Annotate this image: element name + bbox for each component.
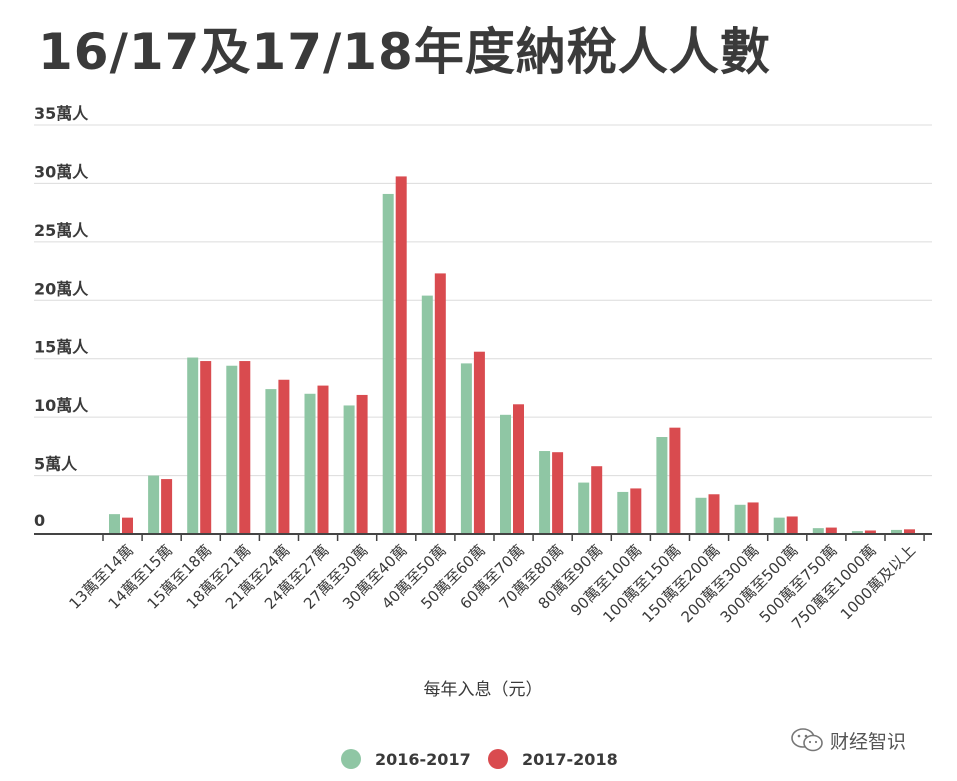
bar-series2 bbox=[161, 479, 173, 534]
y-axis-ticks: 0 5萬人 10萬人 15萬人 20萬人 25萬人 30萬人 35萬人 bbox=[34, 104, 89, 530]
watermark: 财经智识 bbox=[790, 727, 906, 753]
bar-series1 bbox=[187, 357, 199, 534]
y-tick-label: 20萬人 bbox=[34, 279, 89, 298]
legend-swatch bbox=[488, 749, 508, 769]
bar-series2 bbox=[239, 361, 251, 534]
bar-series2 bbox=[630, 488, 642, 534]
y-tick-label: 15萬人 bbox=[34, 338, 89, 357]
bar-series2 bbox=[747, 502, 759, 534]
y-tick-label: 10萬人 bbox=[34, 396, 89, 415]
bar-series2 bbox=[200, 361, 212, 534]
bar-series1 bbox=[343, 405, 355, 534]
bar-series2 bbox=[786, 516, 798, 534]
bar-series1 bbox=[617, 491, 629, 534]
bar-series2 bbox=[825, 527, 837, 534]
bar-series1 bbox=[578, 482, 590, 534]
y-tick-label: 30萬人 bbox=[34, 162, 89, 181]
wechat-icon bbox=[791, 728, 823, 752]
bar-series1 bbox=[812, 528, 824, 534]
bar-series2 bbox=[864, 530, 876, 534]
bar-series1 bbox=[226, 365, 238, 534]
bar-series2 bbox=[434, 273, 446, 534]
bar-series2 bbox=[669, 427, 681, 534]
bar-series2 bbox=[513, 404, 524, 534]
bar-series1 bbox=[891, 529, 902, 534]
legend-label: 2016-2017 bbox=[375, 750, 471, 769]
bar-series1 bbox=[734, 504, 746, 534]
bar-series1 bbox=[304, 393, 316, 534]
bar-series2 bbox=[278, 379, 290, 534]
bars bbox=[109, 176, 915, 534]
bar-series1 bbox=[500, 414, 511, 534]
bar-series1 bbox=[460, 363, 472, 534]
x-axis-ticks: 13萬至14萬14萬至15萬15萬至18萬18萬至21萬21萬至24萬24萬至2… bbox=[65, 541, 919, 633]
bar-series1 bbox=[773, 517, 785, 534]
bar-series2 bbox=[708, 494, 720, 534]
legend-swatch bbox=[341, 749, 361, 769]
bar-series2 bbox=[552, 452, 564, 534]
legend-label: 2017-2018 bbox=[522, 750, 618, 769]
bar-series2 bbox=[122, 517, 133, 534]
bar-series2 bbox=[904, 529, 915, 534]
bar-series2 bbox=[591, 466, 603, 534]
y-tick-label: 5萬人 bbox=[34, 455, 78, 474]
chart-title: 16/17及17/18年度納稅人人數 bbox=[38, 23, 771, 81]
watermark-text: 财经智识 bbox=[830, 730, 907, 753]
y-tick-label: 0 bbox=[34, 511, 45, 530]
bar-series1 bbox=[109, 514, 120, 534]
bar-series1 bbox=[421, 295, 433, 534]
bar-series1 bbox=[695, 497, 707, 534]
x-axis-label: 每年入息（元） bbox=[424, 680, 543, 700]
bar-series1 bbox=[382, 193, 394, 534]
bar-series1 bbox=[851, 531, 863, 534]
x-axis bbox=[34, 533, 932, 541]
y-tick-label: 35萬人 bbox=[34, 104, 89, 123]
bar-series1 bbox=[656, 437, 668, 534]
legend: 2016-2017 2017-2018 bbox=[341, 749, 618, 769]
bar-series1 bbox=[148, 475, 160, 534]
bar-series2 bbox=[473, 351, 485, 534]
bar-series2 bbox=[317, 385, 329, 534]
bar-series2 bbox=[395, 176, 407, 534]
y-tick-label: 25萬人 bbox=[34, 221, 89, 240]
bar-series1 bbox=[265, 389, 277, 534]
bar-series2 bbox=[356, 394, 368, 534]
bar-series1 bbox=[539, 451, 551, 534]
